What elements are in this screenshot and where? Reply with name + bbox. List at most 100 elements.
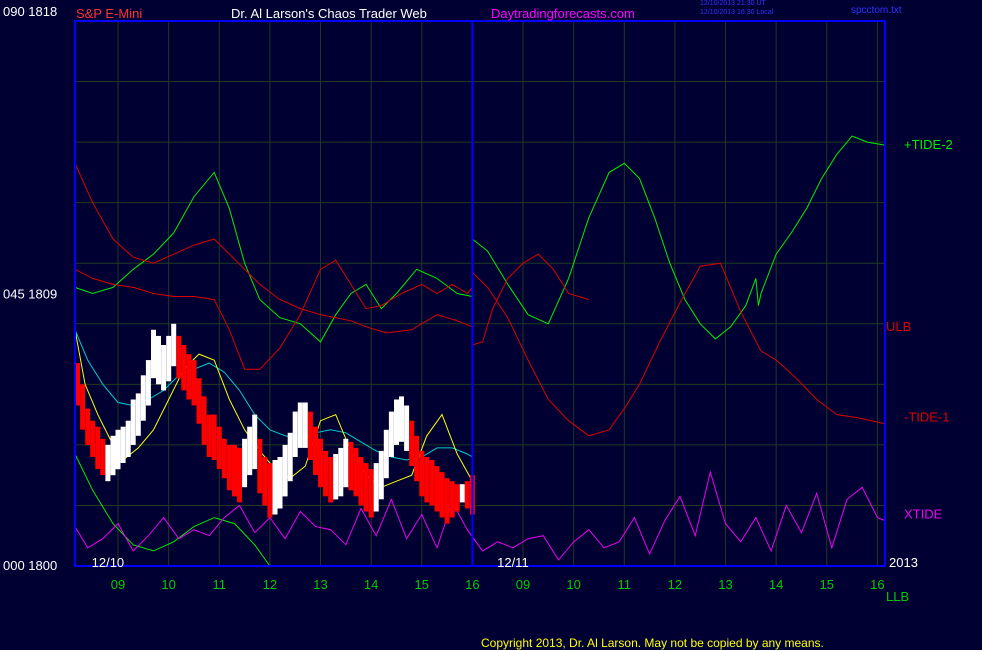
price-bar-68 [419, 450, 425, 497]
price-bar-20 [176, 335, 182, 379]
price-bar-1 [80, 384, 86, 430]
price-bar-59 [373, 463, 379, 512]
price-bar-63 [394, 399, 399, 445]
price-bar-33 [242, 438, 248, 488]
header-symbol: S&P E-Mini [76, 6, 143, 21]
price-bar-5 [100, 438, 106, 476]
series-line-3 [74, 453, 271, 567]
series-label-3: XTIDE [904, 507, 943, 522]
price-bar-56 [358, 457, 364, 506]
series-label-0: +TIDE-2 [904, 137, 953, 152]
price-bar-21 [181, 345, 187, 391]
price-bar-25 [201, 396, 207, 445]
price-bar-69 [424, 457, 430, 503]
price-bar-27 [211, 414, 217, 460]
price-bar-13 [140, 375, 146, 421]
price-bar-35 [252, 414, 258, 470]
price-bar-52 [338, 447, 344, 497]
price-bar-46 [307, 411, 313, 460]
price-bar-71 [434, 466, 440, 512]
price-bar-11 [130, 399, 136, 445]
year-label: 2013 [889, 555, 918, 570]
llb-label: LLB [886, 589, 909, 604]
price-bar-43 [292, 411, 298, 457]
price-bar-64 [399, 396, 404, 442]
price-bar-38 [267, 463, 273, 518]
price-bar-75 [454, 484, 460, 512]
x-tick-label-8: 09 [516, 577, 530, 592]
price-bar-42 [287, 432, 293, 482]
y-tick-label-0: 000 1800 [3, 558, 57, 573]
footer-copyright: Copyright 2013, Dr. Al Larson. May not b… [481, 636, 824, 650]
x-tick-label-1: 10 [161, 577, 175, 592]
price-bar-8 [115, 429, 121, 470]
axis-labels: 000 1800 045 1809 090 1818 09 10 11 12 13 14 15 16… [3, 4, 953, 604]
price-bar-6 [105, 444, 111, 482]
x-tick-label-2: 11 [213, 577, 227, 592]
price-bar-45 [302, 402, 308, 448]
price-bar-4 [95, 426, 101, 470]
x-tick-label-9: 10 [566, 577, 580, 592]
price-bars [75, 323, 475, 524]
price-bar-47 [313, 426, 318, 476]
x-tick-label-11: 12 [668, 577, 682, 592]
plot-border [74, 20, 886, 567]
price-bar-39 [272, 460, 278, 515]
x-tick-label-3: 12 [263, 577, 277, 592]
price-bar-37 [262, 457, 268, 506]
x-tick-label-7: 16 [465, 577, 479, 592]
price-bar-7 [110, 435, 116, 476]
price-bar-36 [257, 438, 263, 494]
price-bar-15 [151, 329, 156, 379]
chart-frame [74, 20, 886, 567]
y-tick-label-2: 090 1818 [3, 4, 57, 19]
price-bar-60 [378, 450, 384, 500]
price-bar-9 [120, 426, 126, 463]
price-bar-41 [282, 444, 288, 497]
price-bar-77 [464, 481, 470, 509]
series-line-6 [74, 470, 886, 561]
x-tick-label-14: 15 [820, 577, 834, 592]
header-title: Dr. Al Larson's Chaos Trader Web [231, 6, 427, 21]
price-bar-67 [414, 435, 420, 482]
price-bar-57 [363, 463, 369, 512]
price-bar-28 [216, 426, 222, 470]
price-bar-32 [237, 447, 242, 503]
price-bar-22 [186, 354, 192, 400]
price-bar-30 [226, 444, 232, 491]
price-bar-2 [85, 408, 91, 445]
price-bar-53 [343, 438, 349, 488]
price-bar-51 [333, 454, 339, 500]
x-tick-label-0: 09 [111, 577, 125, 592]
x-tick-label-6: 15 [415, 577, 429, 592]
x-tick-label-13: 14 [769, 577, 783, 592]
price-bar-65 [404, 405, 410, 451]
price-bar-24 [196, 378, 202, 424]
price-bar-55 [353, 447, 359, 497]
header-stamp-ut: 12/10/2013 21:30 UT [700, 0, 766, 7]
x-tick-label-12: 13 [718, 577, 732, 592]
price-bar-44 [297, 402, 303, 448]
series-label-1: ULB [886, 319, 911, 334]
price-bar-23 [191, 360, 197, 406]
header-site[interactable]: Daytradingforecasts.com [491, 6, 635, 21]
price-bar-34 [247, 426, 253, 476]
price-bar-29 [221, 438, 227, 479]
price-bar-73 [444, 478, 450, 524]
price-bar-62 [388, 411, 394, 457]
price-bar-76 [459, 484, 465, 503]
price-bar-50 [328, 457, 334, 503]
series-layer [74, 135, 886, 567]
chart-grid [75, 21, 885, 566]
header-file: spcctom.txt [851, 5, 902, 16]
x-tick-label-4: 13 [313, 577, 327, 592]
price-bar-12 [135, 393, 141, 436]
price-bar-72 [439, 472, 445, 518]
series-line-0 [74, 135, 886, 343]
price-bar-0 [75, 363, 80, 406]
price-bar-54 [348, 441, 354, 491]
price-bar-70 [429, 460, 435, 506]
series-line-2 [74, 253, 589, 370]
